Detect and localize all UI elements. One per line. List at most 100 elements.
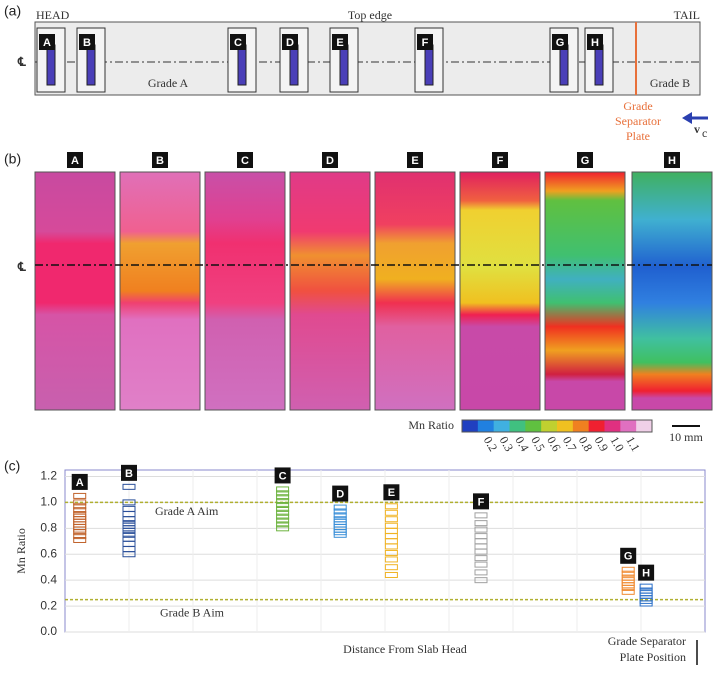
point bbox=[276, 521, 290, 528]
letter-tag-label: D bbox=[336, 488, 344, 500]
point bbox=[474, 577, 488, 584]
plate-label: Plate Position bbox=[620, 650, 686, 664]
point bbox=[276, 525, 290, 532]
point bbox=[384, 503, 398, 510]
point bbox=[122, 499, 136, 506]
point bbox=[384, 509, 398, 516]
letter-tag-label: G bbox=[556, 37, 565, 49]
sample-bar bbox=[86, 44, 96, 86]
separator-label: Grade bbox=[623, 99, 652, 113]
map-strip bbox=[289, 171, 371, 411]
point bbox=[276, 505, 290, 512]
letter-tag-label: E bbox=[411, 155, 418, 167]
letter-tag bbox=[237, 152, 253, 168]
point bbox=[276, 494, 290, 501]
colorbar-tick: 0.8 bbox=[576, 434, 596, 454]
letter-tag bbox=[282, 34, 298, 50]
point bbox=[276, 509, 290, 516]
letter-tag bbox=[383, 484, 400, 501]
tail-label: TAIL bbox=[674, 8, 700, 22]
letter-tag bbox=[230, 34, 246, 50]
letter-tag-label: B bbox=[125, 468, 133, 480]
sample-bar bbox=[594, 44, 604, 86]
point bbox=[122, 531, 136, 538]
letter-tag-label: B bbox=[156, 155, 164, 167]
colorbar-cell bbox=[509, 420, 526, 432]
point bbox=[474, 526, 488, 533]
point bbox=[474, 561, 488, 568]
map-strip bbox=[34, 171, 116, 411]
y-axis-label: Mn Ratio bbox=[14, 528, 28, 574]
point bbox=[73, 507, 87, 514]
letter-tag-label: A bbox=[43, 37, 51, 49]
point bbox=[276, 517, 290, 524]
letter-tag bbox=[620, 547, 637, 564]
colorbar-cell bbox=[525, 420, 542, 432]
letter-tag-label: C bbox=[241, 155, 249, 167]
letter-tag bbox=[71, 473, 88, 490]
y-tick-label: 0.4 bbox=[40, 572, 57, 586]
letter-tag-label: A bbox=[71, 155, 79, 167]
sample-bar bbox=[339, 44, 349, 86]
letter-tag bbox=[407, 152, 423, 168]
letter-tag bbox=[67, 152, 83, 168]
velocity-label: v bbox=[694, 122, 700, 136]
point bbox=[276, 490, 290, 497]
colorbar-tick: 0.6 bbox=[544, 434, 564, 454]
point bbox=[333, 504, 347, 511]
colorbar-tick: 0.3 bbox=[497, 434, 517, 454]
letter-tag-label: E bbox=[336, 37, 343, 49]
letter-tag bbox=[79, 34, 95, 50]
colorbar-tick: 0.4 bbox=[512, 434, 532, 454]
y-tick-label: 0.2 bbox=[40, 598, 57, 612]
plate-label: Grade Separator bbox=[608, 634, 686, 648]
letter-tag bbox=[332, 485, 349, 502]
point bbox=[621, 584, 635, 591]
point bbox=[621, 588, 635, 595]
panel-label: (a) bbox=[4, 3, 21, 19]
x-axis-label: Distance From Slab Head bbox=[343, 642, 467, 656]
letter-tag bbox=[274, 467, 291, 484]
colorbar-tick: 0.9 bbox=[592, 434, 612, 454]
letter-tag-label: G bbox=[624, 551, 633, 563]
grade-b-label: Grade B bbox=[650, 76, 690, 90]
point bbox=[384, 564, 398, 571]
point bbox=[276, 486, 290, 493]
colorbar-tick: 0.2 bbox=[481, 434, 501, 454]
letter-tag-label: D bbox=[326, 155, 334, 167]
letter-tag-label: H bbox=[591, 37, 599, 49]
colorbar-cell bbox=[557, 420, 574, 432]
point bbox=[639, 600, 653, 607]
point bbox=[639, 583, 653, 590]
reference-label: Grade B Aim bbox=[160, 605, 225, 619]
point bbox=[73, 529, 87, 536]
map-strip bbox=[204, 171, 286, 411]
panel-label: (c) bbox=[4, 458, 20, 474]
centerline-symbol: ℄ bbox=[17, 55, 26, 69]
point bbox=[474, 548, 488, 555]
point bbox=[384, 556, 398, 563]
colorbar-cell bbox=[541, 420, 558, 432]
grade-a-label: Grade A bbox=[148, 76, 189, 90]
point bbox=[73, 536, 87, 543]
point bbox=[276, 513, 290, 520]
colorbar-frame bbox=[461, 419, 653, 433]
letter-tag-label: A bbox=[76, 477, 84, 489]
separator-label: Separator bbox=[615, 114, 661, 128]
point bbox=[384, 543, 398, 550]
colorbar-cell bbox=[604, 420, 621, 432]
colorbar-label: Mn Ratio bbox=[408, 418, 454, 432]
colorbar-cell bbox=[588, 420, 605, 432]
point bbox=[474, 555, 488, 562]
colorbar-cell bbox=[493, 420, 510, 432]
letter-tag-label: C bbox=[279, 470, 287, 482]
letter-tag bbox=[552, 34, 568, 50]
velocity-arrowhead bbox=[682, 112, 692, 124]
letter-tag bbox=[638, 564, 655, 581]
y-tick-label: 1.0 bbox=[40, 495, 57, 509]
colorbar-tick: 0.7 bbox=[560, 434, 580, 454]
point bbox=[73, 533, 87, 540]
letter-tag bbox=[152, 152, 168, 168]
letter-tag bbox=[492, 152, 508, 168]
